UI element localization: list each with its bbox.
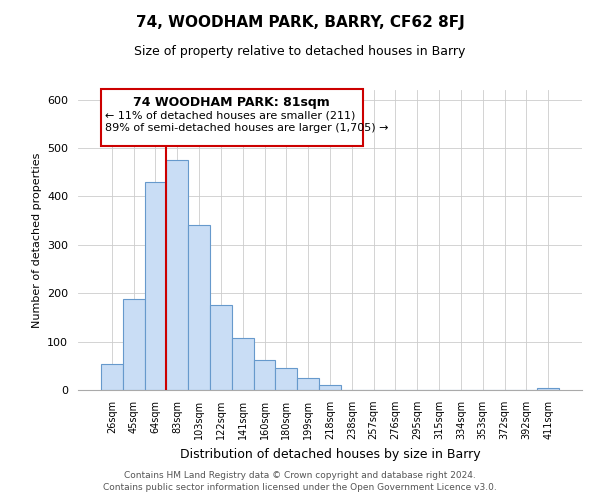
Text: 89% of semi-detached houses are larger (1,705) →: 89% of semi-detached houses are larger (…	[105, 123, 389, 133]
Bar	[210, 306, 232, 390]
Bar	[101, 89, 363, 146]
Bar	[319, 385, 341, 390]
Bar	[166, 160, 188, 390]
Text: Contains public sector information licensed under the Open Government Licence v3: Contains public sector information licen…	[103, 484, 497, 492]
Text: Contains HM Land Registry data © Crown copyright and database right 2024.: Contains HM Land Registry data © Crown c…	[124, 471, 476, 480]
X-axis label: Distribution of detached houses by size in Barry: Distribution of detached houses by size …	[179, 448, 481, 460]
Text: ← 11% of detached houses are smaller (211): ← 11% of detached houses are smaller (21…	[105, 111, 356, 121]
Bar	[232, 338, 254, 390]
Bar	[123, 299, 145, 390]
Y-axis label: Number of detached properties: Number of detached properties	[32, 152, 41, 328]
Text: 74 WOODHAM PARK: 81sqm: 74 WOODHAM PARK: 81sqm	[133, 96, 330, 110]
Bar	[297, 378, 319, 390]
Bar	[101, 364, 123, 390]
Text: Size of property relative to detached houses in Barry: Size of property relative to detached ho…	[134, 45, 466, 58]
Bar	[275, 368, 297, 390]
Bar	[254, 360, 275, 390]
Bar	[537, 388, 559, 390]
Bar	[145, 182, 166, 390]
Bar	[188, 226, 210, 390]
Text: 74, WOODHAM PARK, BARRY, CF62 8FJ: 74, WOODHAM PARK, BARRY, CF62 8FJ	[136, 15, 464, 30]
